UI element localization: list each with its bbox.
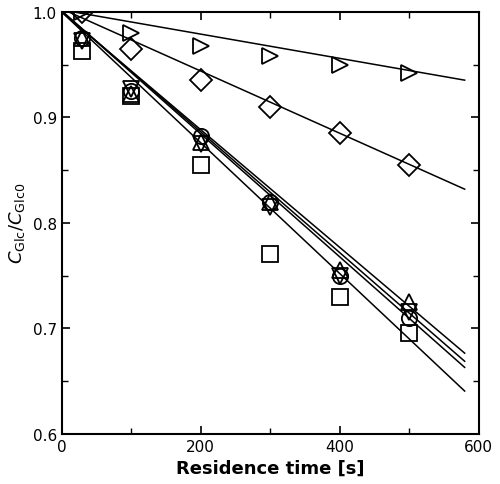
X-axis label: Residence time [s]: Residence time [s]	[176, 459, 364, 477]
Y-axis label: $C_{\mathrm{Glc}}/C_{\mathrm{Glc0}}$: $C_{\mathrm{Glc}}/C_{\mathrm{Glc0}}$	[7, 183, 27, 264]
